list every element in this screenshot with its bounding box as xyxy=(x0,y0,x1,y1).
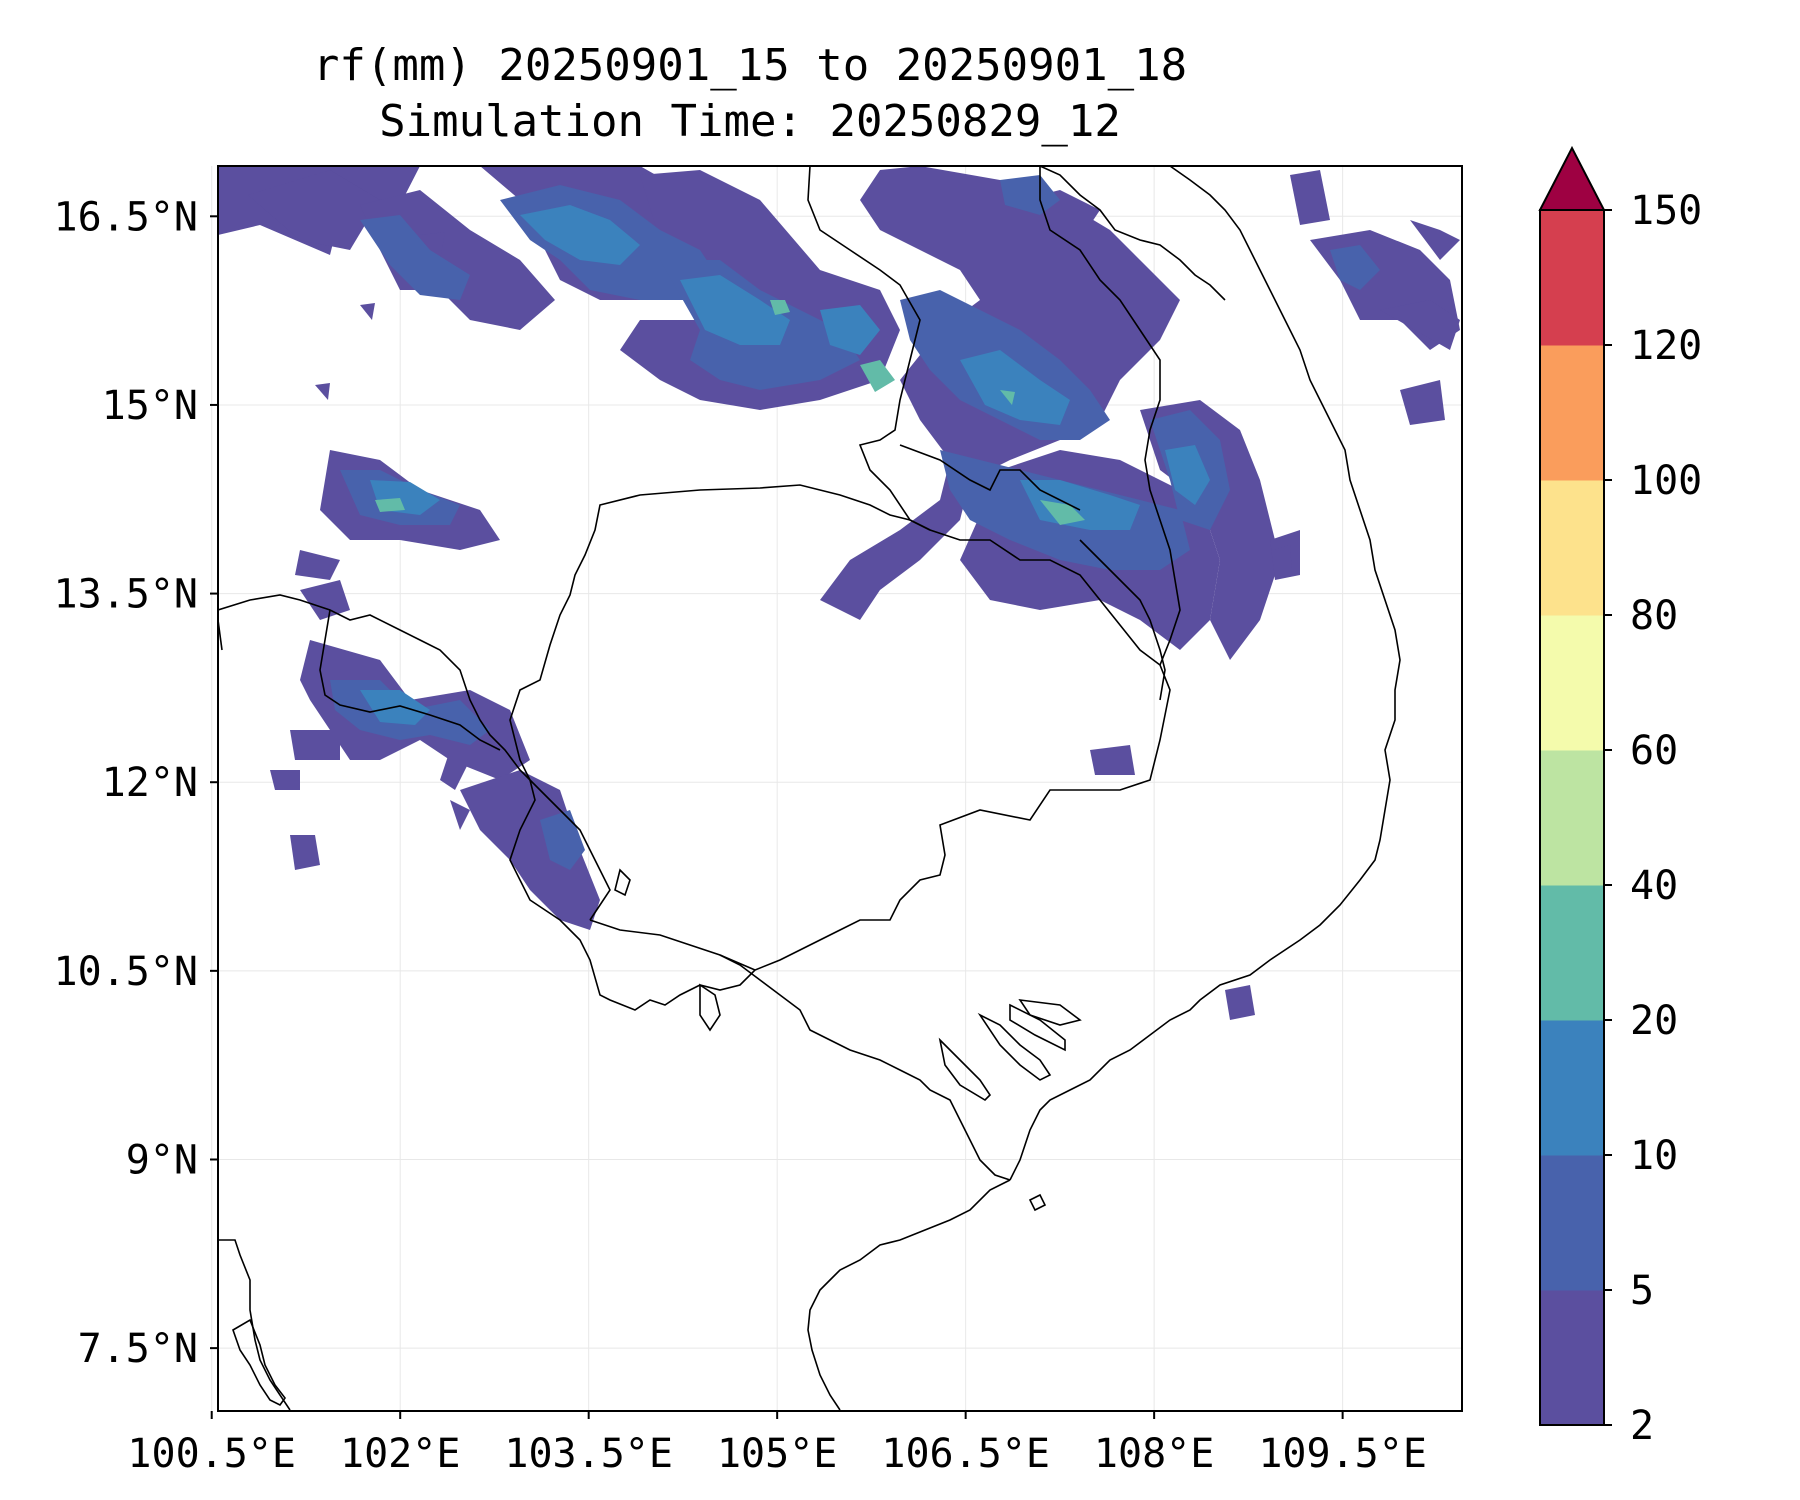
colorbar-frame xyxy=(1539,209,1605,1426)
colorbar-label: 150 xyxy=(1630,188,1702,234)
lon-tick-label: 103.5°E xyxy=(504,1431,673,1477)
colorbar-segment xyxy=(1540,1290,1604,1426)
lon-tick-label: 106.5°E xyxy=(881,1431,1050,1477)
rain-band-2-5 xyxy=(218,166,1460,1020)
colorbar-segment xyxy=(1540,345,1604,481)
colorbar-label: 80 xyxy=(1630,593,1678,639)
lon-tick-label: 102°E xyxy=(340,1431,460,1477)
lat-tick-label: 16.5°N xyxy=(54,194,199,240)
colorbar-segment xyxy=(1540,885,1604,1021)
colorbar-label: 2 xyxy=(1630,1403,1654,1449)
colorbar-label: 10 xyxy=(1630,1133,1678,1179)
colorbar-extend-arrow xyxy=(1538,145,1606,211)
colorbar-segment xyxy=(1540,210,1604,346)
lon-tick-label: 100.5°E xyxy=(127,1431,296,1477)
lat-tick-label: 7.5°N xyxy=(78,1326,198,1372)
colorbar-label: 100 xyxy=(1630,458,1702,504)
colorbar-segment xyxy=(1540,750,1604,886)
colorbar-segment xyxy=(1540,1020,1604,1156)
colorbar-label: 120 xyxy=(1630,323,1702,369)
map-title-line2: Simulation Time: 20250829_12 xyxy=(379,96,1121,147)
colorbar-label: 20 xyxy=(1630,998,1678,1044)
lat-tick-label: 15°N xyxy=(102,383,198,429)
colorbar-label: 40 xyxy=(1630,863,1678,909)
lat-tick-label: 9°N xyxy=(126,1137,198,1183)
lat-axis: 16.5°N 15°N 13.5°N 12°N 10.5°N 9°N 7.5°N xyxy=(54,194,218,1372)
colorbar-segment xyxy=(1540,480,1604,616)
lat-tick-label: 12°N xyxy=(102,760,198,806)
lon-tick-label: 109.5°E xyxy=(1258,1431,1427,1477)
coastlines-and-borders xyxy=(218,166,1401,1411)
lat-tick-label: 13.5°N xyxy=(54,572,199,618)
colorbar-label: 5 xyxy=(1630,1268,1654,1314)
map-frame xyxy=(217,165,1463,1412)
rain-band-20-40 xyxy=(375,300,1085,525)
map-title-line1: rf(mm) 20250901_15 to 20250901_18 xyxy=(312,40,1188,91)
lat-tick-label: 10.5°N xyxy=(54,949,199,995)
colorbar-segment xyxy=(1540,1155,1604,1291)
colorbar: 2 5 10 20 40 60 80 100 120 150 xyxy=(1538,145,1702,1449)
colorbar-segment xyxy=(1540,615,1604,751)
rain-band-10-20 xyxy=(360,205,1210,725)
lon-tick-label: 105°E xyxy=(717,1431,837,1477)
lon-tick-label: 108°E xyxy=(1094,1431,1214,1477)
rainfall-field xyxy=(218,166,1460,1020)
colorbar-label: 60 xyxy=(1630,728,1678,774)
lon-axis: 100.5°E 102°E 103.5°E 105°E 106.5°E 108°E 109.… xyxy=(127,1411,1427,1477)
